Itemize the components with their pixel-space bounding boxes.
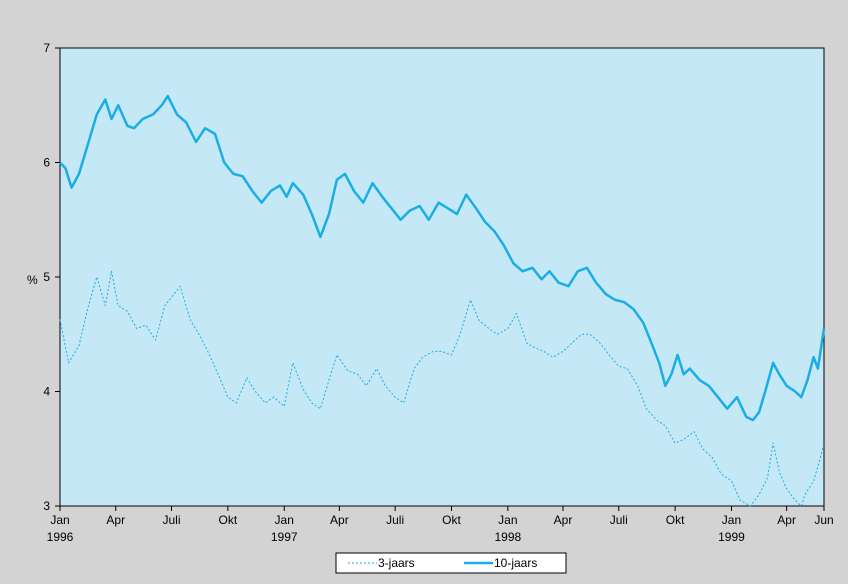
legend-label-10-jaars: 10-jaars bbox=[494, 556, 537, 570]
x-tick-label: Apr bbox=[777, 513, 796, 527]
x-tick-label: Jan bbox=[498, 513, 517, 527]
x-tick-label: Jun bbox=[814, 513, 833, 527]
x-tick-label: Okt bbox=[442, 513, 461, 527]
x-tick-label: Juli bbox=[386, 513, 404, 527]
x-tick-label: Apr bbox=[106, 513, 125, 527]
x-tick-label: Jan bbox=[50, 513, 69, 527]
y-tick-label: 4 bbox=[43, 385, 50, 399]
y-tick-label: 7 bbox=[43, 41, 50, 55]
x-tick-year: 1998 bbox=[495, 530, 522, 544]
x-tick-year: 1997 bbox=[271, 530, 298, 544]
y-axis-label: % bbox=[27, 273, 38, 287]
legend: 3-jaars 10-jaars bbox=[335, 552, 567, 574]
series-layer bbox=[59, 94, 826, 507]
x-tick-label: Juli bbox=[610, 513, 628, 527]
x-tick-label: Okt bbox=[219, 513, 238, 527]
legend-box bbox=[335, 552, 567, 574]
x-tick-year: 1999 bbox=[718, 530, 745, 544]
x-tick-label: Jan bbox=[275, 513, 294, 527]
series-line-10-jaars bbox=[59, 94, 826, 422]
x-tick-label: Apr bbox=[554, 513, 573, 527]
legend-label-3-jaars: 3-jaars bbox=[378, 556, 415, 570]
y-tick-label: 5 bbox=[43, 270, 50, 284]
x-tick-label: Juli bbox=[162, 513, 180, 527]
y-tick-label: 6 bbox=[43, 156, 50, 170]
x-tick-label: Okt bbox=[666, 513, 685, 527]
series-line-3-jaars bbox=[59, 270, 825, 507]
y-tick-label: 3 bbox=[43, 499, 50, 513]
x-tick-label: Apr bbox=[330, 513, 349, 527]
x-tick-label: Jan bbox=[722, 513, 741, 527]
plot-area bbox=[59, 47, 825, 507]
x-tick-year: 1996 bbox=[47, 530, 74, 544]
y-axis: 3 4 5 6 7 bbox=[43, 41, 60, 513]
x-axis: Jan 1996 Apr Juli Okt Jan 1997 Apr Juli Okt Jan 199… bbox=[47, 506, 834, 544]
